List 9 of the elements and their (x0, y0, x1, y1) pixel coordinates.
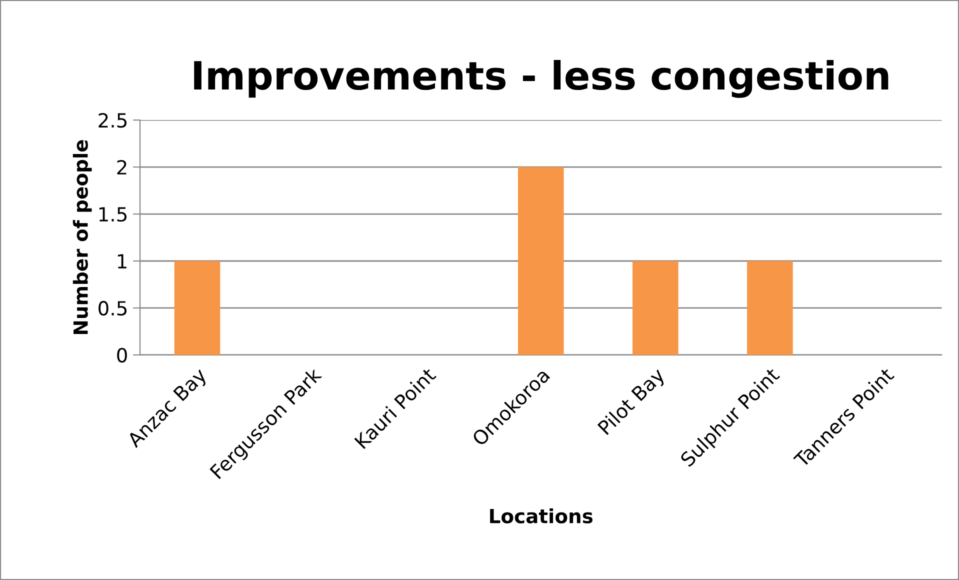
y-tick-label: 1.5 (99, 207, 127, 222)
y-tick-label: 0 (117, 348, 127, 363)
chart-title: Improvements - less congestion (194, 60, 888, 98)
y-tick-label: 2 (117, 160, 126, 174)
x-axis-title: Locations (490, 508, 593, 524)
y-tick-label: 2.5 (98, 113, 127, 128)
y-tick-label: 0.5 (98, 300, 127, 316)
y-axis-title: Number of people (72, 140, 92, 334)
y-tick-label: 1 (118, 254, 126, 268)
